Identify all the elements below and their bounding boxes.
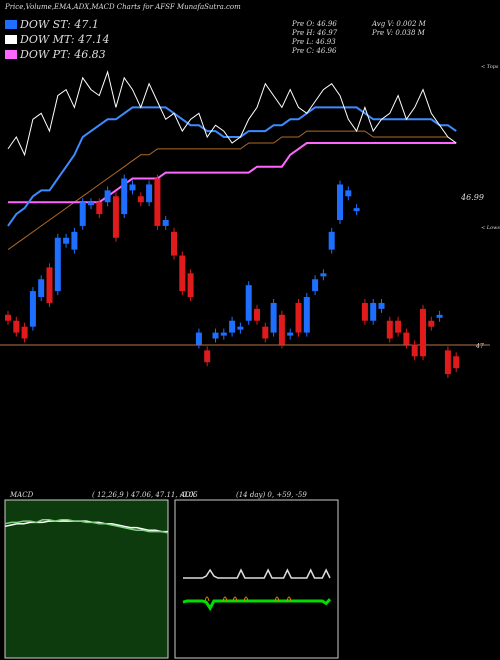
hline-label: 47 <box>476 343 484 350</box>
plus-di-line <box>182 598 332 612</box>
minus-di-spike <box>232 596 238 602</box>
candle-body <box>29 291 36 327</box>
candle-body <box>320 273 327 277</box>
candle-body <box>436 314 443 318</box>
candle-body <box>411 344 418 357</box>
macd-title: MACD <box>10 491 34 499</box>
candle-body <box>13 320 20 333</box>
candle-body <box>295 302 302 333</box>
candle-body <box>38 279 45 298</box>
close-line <box>7 70 457 157</box>
minus-di-spike <box>274 596 280 602</box>
legend-swatch-st <box>5 20 17 29</box>
candle-body <box>395 320 402 333</box>
legend-dow-pt: DOW PT: 46.83 <box>5 48 106 61</box>
legend-label-pt: DOW PT: 46.83 <box>20 48 106 61</box>
macd-signal-line <box>4 520 168 533</box>
macd-params: ( 12,26,9 ) 47.06, 47.11, -0.05 <box>92 491 198 499</box>
pre-high: Pre H: 46.97 <box>292 29 338 37</box>
legend-swatch-pt <box>5 50 17 59</box>
candle-body <box>212 332 219 339</box>
candle-body <box>204 350 211 363</box>
macd-panel <box>4 499 169 659</box>
candle-body <box>162 220 169 226</box>
candle-body <box>345 190 352 197</box>
pre-low: Pre L: 46.93 <box>292 38 336 46</box>
minus-di-spike <box>222 596 228 602</box>
candle-body <box>46 267 53 303</box>
candle-body <box>278 314 285 345</box>
candle-body <box>187 273 194 298</box>
candle-body <box>361 302 368 321</box>
candle-body <box>403 332 410 345</box>
pre-close: Pre C: 46.96 <box>292 47 337 55</box>
candle-body <box>254 308 260 321</box>
candle-body <box>453 356 460 369</box>
candle-body <box>79 202 86 226</box>
legend-dow-mt: DOW MT: 47.14 <box>5 33 110 46</box>
adx-title: ADX <box>180 491 196 499</box>
candle-body <box>287 332 294 336</box>
candle-body <box>328 231 335 250</box>
candle-body <box>370 302 377 321</box>
legend-label-st: DOW ST: 47.1 <box>20 18 99 31</box>
candle-body <box>303 297 310 333</box>
macd-line <box>4 519 169 534</box>
last-price-label: 46.99 <box>461 193 484 202</box>
tops-label: < Tops <box>481 64 499 70</box>
candle-body <box>5 314 11 321</box>
candle-body <box>195 332 202 345</box>
candle-body <box>229 320 236 333</box>
candle-body <box>262 326 269 339</box>
minus-di-spike <box>204 596 210 602</box>
candle-body <box>220 332 227 336</box>
candle-body <box>420 308 426 357</box>
lows-label: < Lows <box>481 225 500 231</box>
candle-body <box>386 320 393 339</box>
candle-body <box>171 231 177 256</box>
candle-body <box>146 184 153 203</box>
candle-body <box>96 202 103 215</box>
candle-body <box>353 208 360 212</box>
minus-di-spike <box>286 596 292 602</box>
candle-body <box>378 302 385 309</box>
candle-body <box>428 320 435 327</box>
adx-panel <box>174 499 339 659</box>
ema-short-line <box>7 106 457 227</box>
candle-body <box>104 190 111 203</box>
legend-label-mt: DOW MT: 47.14 <box>20 33 110 46</box>
candle-body <box>129 184 136 191</box>
candle-body <box>63 237 70 244</box>
candle-body <box>237 326 244 330</box>
candle-body <box>71 231 78 250</box>
candle-body <box>154 178 161 226</box>
candle-body <box>54 237 61 292</box>
candle-body <box>270 302 277 333</box>
candle-body <box>112 196 119 238</box>
adx-line <box>183 568 331 579</box>
candle-body <box>337 184 343 220</box>
pre-volume: Pre V: 0.038 M <box>372 29 425 37</box>
legend-dow-st: DOW ST: 47.1 <box>5 18 99 31</box>
candle-body <box>88 202 94 206</box>
pre-open: Pre O: 46.96 <box>292 20 337 28</box>
candle-body <box>179 255 186 292</box>
candle-body <box>245 285 252 321</box>
adx-params: (14 day) 0, +59, -59 <box>236 491 307 499</box>
candle-body <box>121 178 128 215</box>
ema-long-line <box>7 130 457 251</box>
candle-body <box>312 279 319 292</box>
candle-body <box>444 350 451 375</box>
chart-title: Price,Volume,EMA,ADX,MACD Charts for AFS… <box>5 3 241 11</box>
minus-di-spike <box>243 596 249 602</box>
avg-volume: Avg V: 0.002 M <box>372 20 426 28</box>
candle-body <box>137 196 144 203</box>
legend-swatch-mt <box>5 35 17 44</box>
candle-body <box>21 326 28 339</box>
